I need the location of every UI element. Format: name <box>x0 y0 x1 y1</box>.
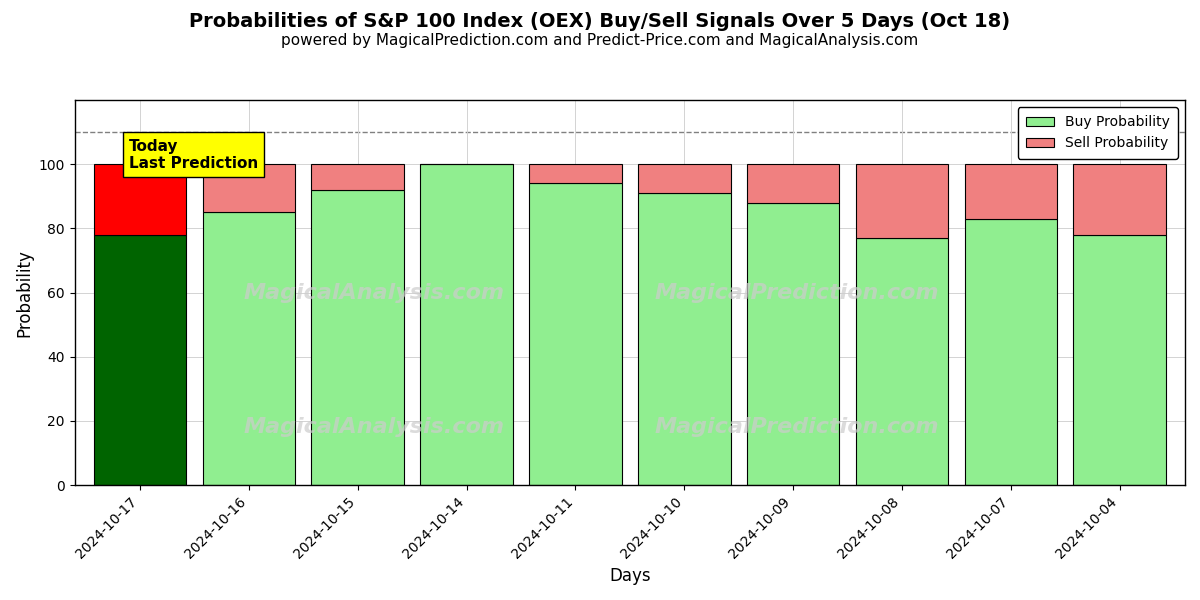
Text: Probabilities of S&P 100 Index (OEX) Buy/Sell Signals Over 5 Days (Oct 18): Probabilities of S&P 100 Index (OEX) Buy… <box>190 12 1010 31</box>
Bar <box>420 164 512 485</box>
Bar <box>965 164 1057 219</box>
Bar <box>312 164 404 190</box>
Text: Today
Last Prediction: Today Last Prediction <box>130 139 258 171</box>
Bar <box>856 164 948 238</box>
Bar <box>94 235 186 485</box>
Bar <box>746 164 839 203</box>
Bar <box>965 219 1057 485</box>
Bar <box>529 164 622 184</box>
Bar <box>312 190 404 485</box>
Text: MagicalPrediction.com: MagicalPrediction.com <box>654 283 938 302</box>
Bar <box>1074 164 1166 235</box>
Bar <box>746 203 839 485</box>
Bar <box>94 164 186 235</box>
Text: MagicalAnalysis.com: MagicalAnalysis.com <box>244 418 505 437</box>
Bar <box>529 184 622 485</box>
Bar <box>1074 235 1166 485</box>
Legend: Buy Probability, Sell Probability: Buy Probability, Sell Probability <box>1018 107 1178 158</box>
Bar <box>856 238 948 485</box>
Text: MagicalPrediction.com: MagicalPrediction.com <box>654 418 938 437</box>
X-axis label: Days: Days <box>610 567 650 585</box>
Text: MagicalAnalysis.com: MagicalAnalysis.com <box>244 283 505 302</box>
Bar <box>638 193 731 485</box>
Bar <box>203 212 295 485</box>
Bar <box>203 164 295 212</box>
Y-axis label: Probability: Probability <box>16 248 34 337</box>
Text: powered by MagicalPrediction.com and Predict-Price.com and MagicalAnalysis.com: powered by MagicalPrediction.com and Pre… <box>281 33 919 48</box>
Bar <box>638 164 731 193</box>
